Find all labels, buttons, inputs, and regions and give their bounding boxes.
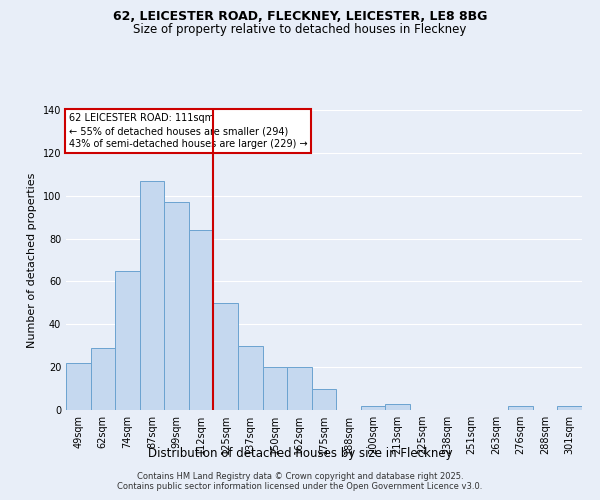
- Bar: [385, 404, 410, 410]
- Bar: [91, 348, 115, 410]
- Bar: [263, 367, 287, 410]
- Text: Distribution of detached houses by size in Fleckney: Distribution of detached houses by size …: [148, 448, 452, 460]
- Bar: [66, 363, 91, 410]
- Text: 62, LEICESTER ROAD, FLECKNEY, LEICESTER, LE8 8BG: 62, LEICESTER ROAD, FLECKNEY, LEICESTER,…: [113, 10, 487, 23]
- Bar: [115, 270, 140, 410]
- Bar: [214, 303, 238, 410]
- Text: 62 LEICESTER ROAD: 111sqm
← 55% of detached houses are smaller (294)
43% of semi: 62 LEICESTER ROAD: 111sqm ← 55% of detac…: [68, 113, 307, 150]
- Bar: [312, 388, 336, 410]
- Text: Contains public sector information licensed under the Open Government Licence v3: Contains public sector information licen…: [118, 482, 482, 491]
- Bar: [361, 406, 385, 410]
- Bar: [238, 346, 263, 410]
- Text: Size of property relative to detached houses in Fleckney: Size of property relative to detached ho…: [133, 22, 467, 36]
- Bar: [557, 406, 582, 410]
- Bar: [287, 367, 312, 410]
- Bar: [164, 202, 189, 410]
- Y-axis label: Number of detached properties: Number of detached properties: [27, 172, 37, 348]
- Bar: [189, 230, 214, 410]
- Bar: [140, 180, 164, 410]
- Bar: [508, 406, 533, 410]
- Text: Contains HM Land Registry data © Crown copyright and database right 2025.: Contains HM Land Registry data © Crown c…: [137, 472, 463, 481]
